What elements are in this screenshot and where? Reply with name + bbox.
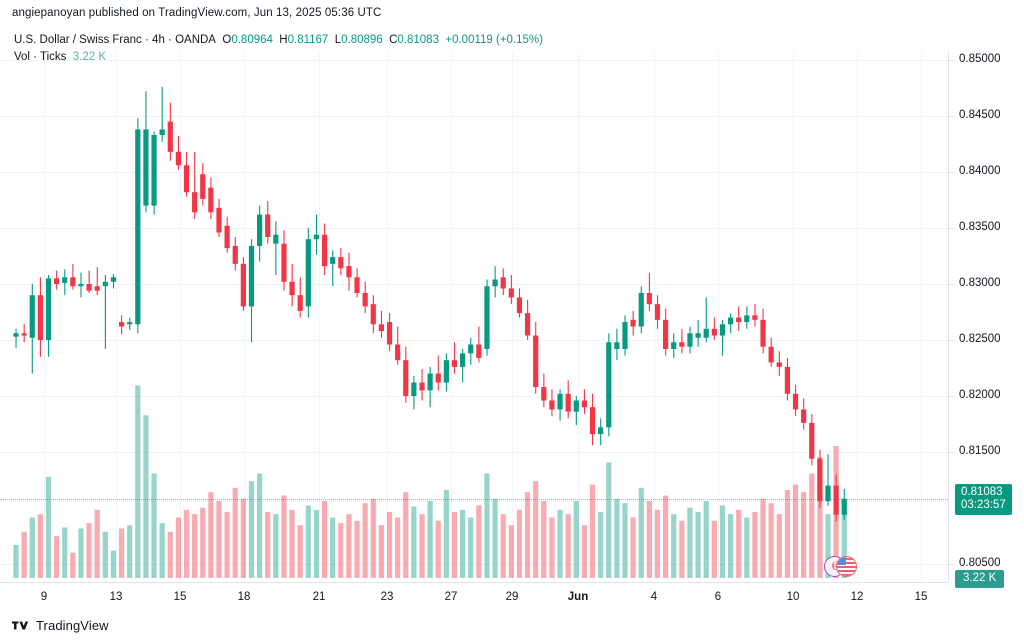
us-stripes [837, 557, 857, 576]
time-tick-label: 21 [312, 591, 326, 603]
gridline-vertical [319, 52, 320, 582]
gridline-vertical [857, 52, 858, 582]
price-tick-label: 0.82000 [959, 389, 1001, 401]
current-price-badge: 0.81083 03:23:57 [955, 483, 1012, 515]
price-tick-mark [949, 228, 955, 229]
us-canton [837, 557, 847, 565]
usd-flag-icon [836, 556, 858, 577]
gridline-horizontal [0, 60, 948, 61]
currency-flags: € [824, 556, 864, 578]
price-tick-mark [949, 172, 955, 173]
legend-volume-label[interactable]: Vol · Ticks [14, 51, 67, 63]
candlestick-series [13, 86, 847, 578]
time-tick-label: 23 [380, 591, 394, 603]
gridline-horizontal [0, 396, 948, 397]
time-tick-label: 18 [237, 591, 251, 603]
gridline-horizontal [0, 452, 948, 453]
price-tick-label: 0.80500 [959, 557, 1001, 569]
legend-sep-2: · [164, 34, 176, 46]
time-tick-label: 15 [914, 591, 928, 603]
tradingview-footer: TradingView [12, 618, 109, 633]
time-tick-label: Jun [567, 591, 589, 603]
gridline-vertical [578, 52, 579, 582]
price-tick-label: 0.83500 [959, 221, 1001, 233]
legend-symbol-row: U.S. Dollar / Swiss Franc · 4h · OANDA O… [14, 33, 543, 48]
gridline-vertical [512, 52, 513, 582]
gridline-vertical [116, 52, 117, 582]
gridline-vertical [44, 52, 45, 582]
legend-open-value: 0.80964 [231, 34, 273, 46]
price-tick-mark [949, 396, 955, 397]
legend-high-label: H [279, 34, 288, 46]
time-tick-label: 10 [786, 591, 800, 603]
price-tick-mark [949, 116, 955, 117]
price-axis[interactable]: 0.85000 0.84500 0.84000 0.83500 0.83000 0.825… [948, 52, 1024, 588]
legend-symbol[interactable]: U.S. Dollar / Swiss Franc [14, 34, 142, 46]
chart-pane[interactable] [0, 52, 948, 582]
legend-open-label: O [222, 34, 232, 46]
gridline-vertical [793, 52, 794, 582]
time-tick-label: 6 [714, 591, 722, 603]
gridline-horizontal [0, 172, 948, 173]
time-tick-label: 29 [505, 591, 519, 603]
legend-volume-row: Vol · Ticks 3.22 K [14, 50, 543, 65]
candles-group [13, 86, 847, 522]
tradingview-brand: TradingView [36, 618, 109, 633]
price-tick-label: 0.84500 [959, 109, 1001, 121]
legend-close-value: 0.81083 [397, 34, 439, 46]
gridline-vertical [718, 52, 719, 582]
gridline-horizontal [0, 340, 948, 341]
legend-low-label: L [334, 34, 342, 46]
legend-volume-value: 3.22 K [72, 51, 107, 63]
volume-histogram [13, 385, 847, 578]
time-tick-label: 4 [650, 591, 658, 603]
price-tick-mark [949, 564, 955, 565]
time-tick-label: 9 [40, 591, 48, 603]
chart-legend: U.S. Dollar / Swiss Franc · 4h · OANDA O… [14, 33, 543, 65]
time-tick-label: 12 [850, 591, 864, 603]
legend-low-value: 0.80896 [341, 34, 383, 46]
price-tick-mark [949, 452, 955, 453]
gridline-horizontal [0, 116, 948, 117]
legend-interval[interactable]: 4h [152, 34, 165, 46]
legend-sep-1: · [141, 34, 153, 46]
time-tick-label: 15 [173, 591, 187, 603]
gridline-vertical [921, 52, 922, 582]
legend-exchange: OANDA [175, 34, 216, 46]
gridline-horizontal [0, 564, 948, 565]
price-tick-label: 0.84000 [959, 165, 1001, 177]
price-tick-mark [949, 284, 955, 285]
chf-glyph: € [831, 558, 838, 573]
gridline-vertical [180, 52, 181, 582]
price-tick-label: 0.82500 [959, 333, 1001, 345]
gridline-vertical [451, 52, 452, 582]
publisher-attribution: angiepanoyan published on TradingView.co… [12, 7, 382, 19]
price-tick-label: 0.81500 [959, 445, 1001, 457]
current-price-value: 0.81083 [961, 485, 1003, 498]
gridline-horizontal [0, 284, 948, 285]
gridline-vertical [244, 52, 245, 582]
time-tick-label: 27 [444, 591, 458, 603]
current-price-line [0, 498, 948, 500]
legend-close-label: C [389, 34, 398, 46]
volume-badge: 3.22 K [955, 570, 1005, 588]
bar-countdown: 03:23:57 [961, 498, 1006, 511]
price-tick-label: 0.83000 [959, 277, 1001, 289]
time-tick-label: 13 [109, 591, 123, 603]
gridline-horizontal [0, 228, 948, 229]
price-tick-mark [949, 60, 955, 61]
gridline-vertical [387, 52, 388, 582]
price-tick-mark [949, 340, 955, 341]
price-tick-label: 0.85000 [959, 53, 1001, 65]
gridline-vertical [654, 52, 655, 582]
legend-change: +0.00119 (+0.15%) [445, 34, 543, 46]
tradingview-logo-icon [12, 621, 28, 630]
time-axis[interactable]: 9 13 15 18 21 23 27 29 Jun 4 6 10 12 15 [0, 582, 948, 612]
legend-high-value: 0.81167 [287, 34, 329, 46]
